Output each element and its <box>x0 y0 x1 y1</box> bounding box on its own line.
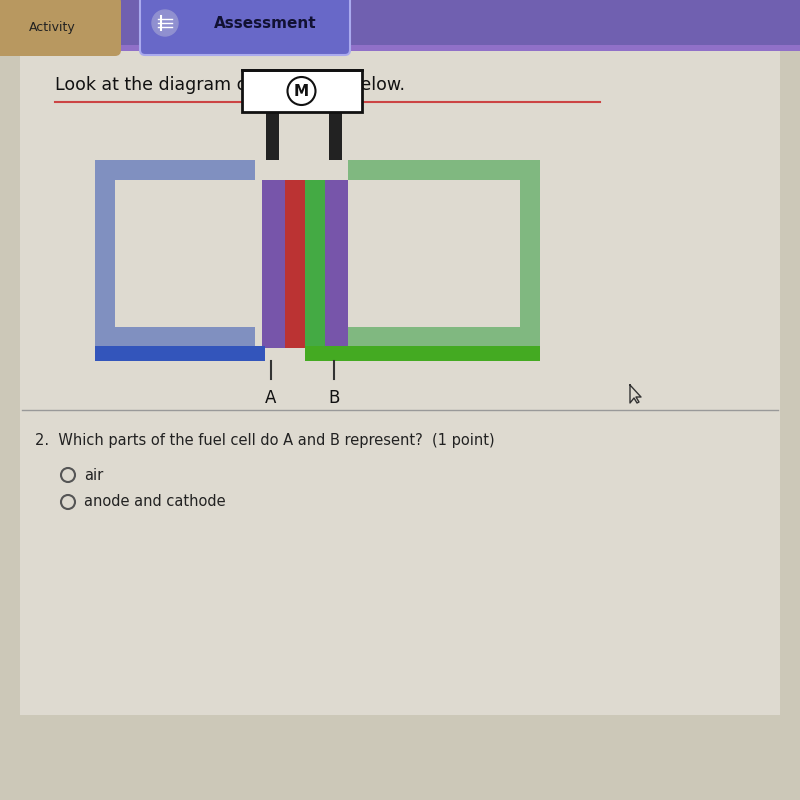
Text: Look at the diagram of a fuel cell below.: Look at the diagram of a fuel cell below… <box>55 76 405 94</box>
Bar <box>520 180 540 347</box>
Bar <box>95 327 255 347</box>
Text: B: B <box>328 389 340 407</box>
Bar <box>95 180 115 347</box>
Text: anode and cathode: anode and cathode <box>84 494 226 510</box>
Text: air: air <box>84 467 103 482</box>
Bar <box>348 160 540 180</box>
Circle shape <box>152 10 178 36</box>
Bar <box>305 346 540 361</box>
Text: M: M <box>294 83 309 98</box>
Bar <box>305 180 325 348</box>
Bar <box>262 180 285 348</box>
FancyBboxPatch shape <box>0 0 121 56</box>
Bar <box>95 346 265 361</box>
Text: Assessment: Assessment <box>214 15 316 30</box>
Circle shape <box>61 468 75 482</box>
Bar <box>266 112 279 160</box>
Text: Activity: Activity <box>29 21 75 34</box>
Bar <box>0 0 800 45</box>
Bar <box>285 180 305 348</box>
Bar <box>95 160 255 180</box>
Bar <box>0 45 800 51</box>
Bar <box>348 327 540 347</box>
Bar <box>242 70 362 112</box>
Circle shape <box>287 77 315 105</box>
Bar <box>325 180 348 348</box>
Bar <box>20 50 780 715</box>
FancyBboxPatch shape <box>140 0 350 55</box>
Circle shape <box>61 495 75 509</box>
Bar <box>329 112 342 160</box>
Text: A: A <box>266 389 277 407</box>
Text: 2.  Which parts of the fuel cell do A and B represent?  (1 point): 2. Which parts of the fuel cell do A and… <box>35 433 494 447</box>
